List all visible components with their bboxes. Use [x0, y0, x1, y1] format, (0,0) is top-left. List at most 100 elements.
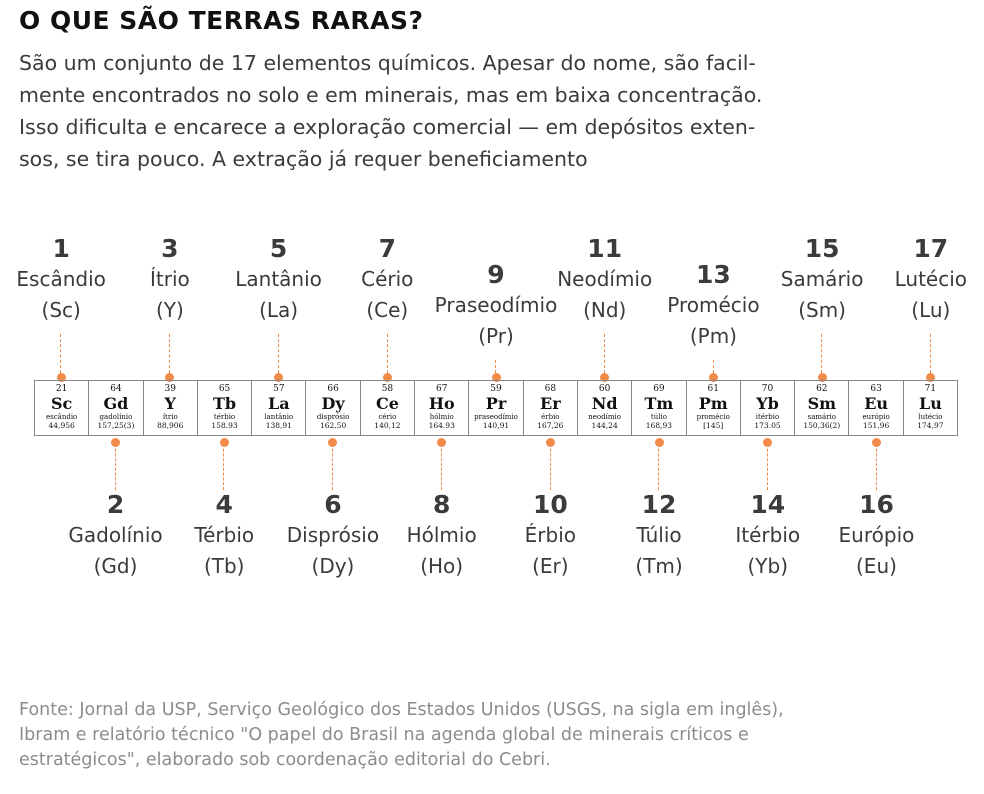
element-name: samário	[807, 413, 836, 421]
element-label: 17 Lutécio (Lu)	[866, 234, 984, 326]
element-cell: 59 Pr praseodímio 140,91	[469, 381, 524, 435]
connector-dot	[165, 373, 175, 382]
intro-text: São um conjunto de 17 elementos químicos…	[19, 47, 969, 175]
rank-number: 16	[859, 490, 894, 519]
element-cell: 64 Gd gadolínio 157,25(3)	[89, 381, 144, 435]
element-symbol: Tm	[644, 394, 674, 413]
rank-number: 11	[587, 234, 623, 263]
atomic-number: 21	[55, 384, 68, 394]
page-title: O QUE SÃO TERRAS RARAS?	[19, 6, 424, 35]
atomic-mass: 138,91	[265, 421, 292, 430]
element-full-name: Európio	[838, 523, 915, 547]
source-line: Ibram e relatório técnico "O papel do Br…	[19, 725, 749, 745]
connector-dot	[56, 373, 66, 382]
rank-number: 7	[378, 234, 396, 263]
element-name: túlio	[650, 413, 667, 421]
element-label: 8 Hólmio (Ho)	[377, 490, 507, 582]
atomic-mass: 162.50	[320, 421, 347, 430]
element-abbr: (Sc)	[41, 298, 81, 322]
rank-number: 17	[913, 234, 949, 263]
atomic-number: 62	[816, 384, 828, 394]
atomic-number: 63	[870, 384, 882, 394]
element-abbr: (Sm)	[798, 298, 846, 322]
element-abbr: (Nd)	[583, 298, 627, 322]
source-line: estratégicos", elaborado sob coordenação…	[19, 750, 551, 770]
rank-number: 9	[487, 260, 505, 289]
atomic-number: 57	[273, 384, 285, 394]
connector-line	[549, 444, 551, 490]
element-full-name: Hólmio	[406, 523, 477, 547]
element-full-name: Érbio	[524, 523, 577, 547]
atomic-number: 71	[924, 384, 937, 394]
atomic-number: 70	[761, 384, 774, 394]
element-full-name: Túlio	[636, 523, 682, 547]
source-text: Fonte: Jornal da USP, Serviço Geológico …	[19, 698, 784, 773]
rank-number: 3	[161, 234, 179, 263]
element-cell: 61 Pm promécio [145]	[687, 381, 741, 435]
element-full-name: Escândio	[16, 267, 106, 291]
element-name: ítrio	[162, 413, 178, 421]
atomic-mass: [145]	[703, 421, 724, 430]
element-label: 14 Itérbio (Yb)	[703, 490, 833, 582]
intro-line: sos, se tira pouco. A extração já requer…	[19, 147, 588, 171]
element-cell: 69 Tm túlio 168,93	[632, 381, 687, 435]
connector-line	[767, 444, 768, 490]
element-symbol: Nd	[591, 394, 618, 413]
atomic-mass: 173.05	[754, 421, 781, 430]
element-full-name: Praseodímio	[434, 293, 558, 317]
atomic-mass: 174,97	[917, 421, 944, 430]
connector-dot	[382, 373, 392, 382]
connector-dot	[871, 438, 881, 447]
rank-number: 13	[696, 260, 731, 289]
connector-line	[386, 334, 388, 373]
element-abbr: (Pm)	[689, 324, 737, 348]
element-label: 7 Cério (Ce)	[322, 234, 452, 326]
element-symbol: Yb	[756, 394, 779, 413]
element-table: 21 Sc escândio 44,956 64 Gd gadolínio 157,25(3)…	[34, 380, 958, 436]
element-label: 13 Promécio (Pm)	[648, 260, 778, 352]
element-label: 16 Európio (Eu)	[811, 490, 941, 582]
element-name: térbio	[213, 413, 236, 421]
element-cell: 60 Nd neodímio 144,24	[578, 381, 633, 435]
connector-dot	[545, 438, 555, 447]
rank-number: 12	[641, 490, 677, 519]
element-name: gadolínio	[99, 413, 133, 421]
element-cell: 21 Sc escândio 44,956	[35, 381, 90, 435]
element-cell: 58 Ce cério 140,12	[361, 381, 416, 435]
intro-line: Isso dificulta e encarece a exploração c…	[19, 115, 756, 139]
element-name: itérbio	[755, 413, 780, 421]
rank-number: 10	[532, 490, 568, 519]
element-full-name: Samário	[780, 267, 864, 291]
source-line: Fonte: Jornal da USP, Serviço Geológico …	[19, 700, 784, 720]
element-label: 12 Túlio (Tm)	[594, 490, 724, 582]
element-symbol: La	[268, 394, 290, 413]
element-label: 2 Gadolínio (Gd)	[51, 490, 181, 582]
element-label: 15 Samário (Sm)	[757, 234, 887, 326]
atomic-mass: 140,91	[482, 421, 510, 430]
rank-number: 5	[269, 234, 288, 263]
connector-dot	[274, 373, 284, 382]
element-abbr: (Ho)	[420, 554, 464, 578]
atomic-number: 68	[544, 384, 557, 394]
atomic-mass: 167,26	[537, 421, 564, 430]
element-abbr: (Dy)	[311, 554, 355, 578]
element-cell: 65 Tb térbio 158.93	[198, 381, 253, 435]
element-abbr: (Pr)	[478, 324, 514, 348]
connector-dot	[437, 438, 447, 447]
connector-line	[114, 444, 116, 490]
element-symbol: Ce	[375, 394, 399, 413]
element-full-name: Térbio	[194, 523, 255, 547]
atomic-mass: 158.93	[211, 421, 238, 430]
element-symbol: Dy	[321, 394, 345, 413]
rank-number: 4	[215, 490, 233, 519]
element-full-name: Itérbio	[735, 523, 801, 547]
connector-line	[223, 444, 225, 490]
connector-dot	[600, 373, 610, 382]
element-name: promécio	[696, 413, 730, 421]
atomic-mass: 157,25(3)	[97, 421, 135, 430]
element-name: európio	[862, 413, 890, 421]
atomic-mass: 168,93	[645, 421, 673, 430]
element-symbol: Pm	[698, 394, 728, 413]
atomic-mass: 44,956	[48, 421, 75, 430]
